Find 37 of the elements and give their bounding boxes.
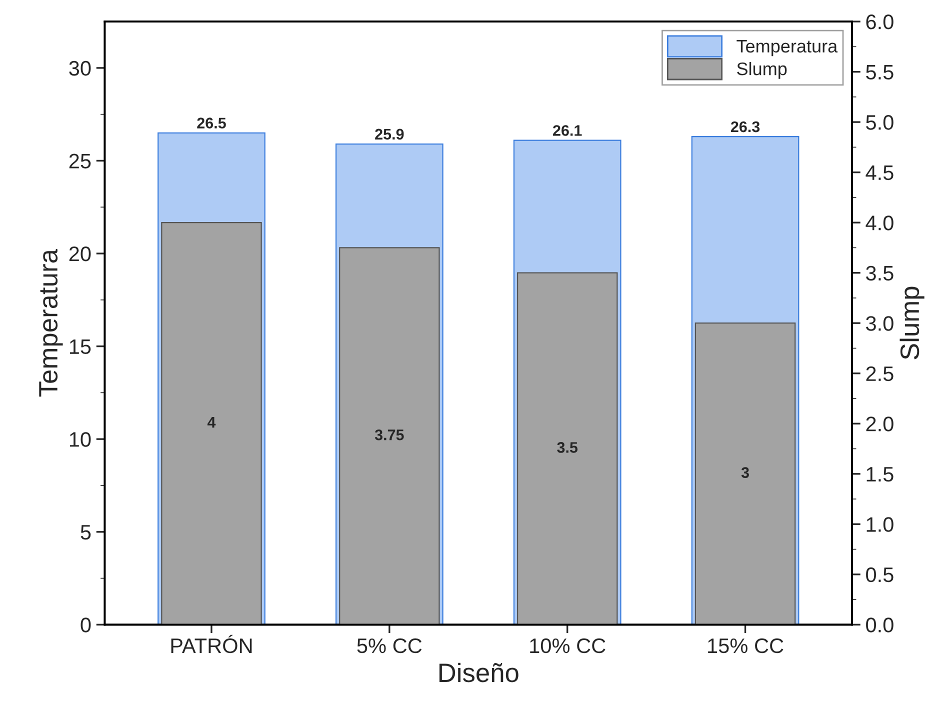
legend-label: Slump <box>737 62 787 79</box>
y-tick-label: 20 <box>69 246 91 262</box>
x-axis-title: Diseño <box>439 662 518 682</box>
y2-tick-label: 3.0 <box>866 316 894 331</box>
y2-tick-label: 1.5 <box>866 467 894 482</box>
y2-tick-label: 4.5 <box>866 166 894 180</box>
y-tick-label: 25 <box>69 154 91 168</box>
y2-axis-title: Slump <box>900 286 924 360</box>
data-label: 26.3 <box>730 121 760 132</box>
legend-label: Temperatura <box>736 40 838 56</box>
data-label: 26.5 <box>197 118 226 128</box>
data-label: 26.1 <box>553 125 582 136</box>
x-tick-label: PATRÓN <box>171 634 252 654</box>
y2-tick-label: 4.0 <box>866 216 894 230</box>
y2-tick-label: 5.5 <box>866 65 894 80</box>
y2-tick-label: 0.0 <box>866 618 894 632</box>
data-label: 4 <box>207 417 216 428</box>
y2-tick-label: 1.0 <box>866 517 894 532</box>
y-tick-label: 5 <box>80 525 91 540</box>
x-tick-label: 5% CC <box>357 638 422 654</box>
y2-tick-label: 0.5 <box>866 567 894 582</box>
data-label: 3 <box>741 467 749 478</box>
y2-tick-label: 3.5 <box>866 266 894 281</box>
x-tick-label: 10% CC <box>530 638 606 654</box>
y-tick-label: 0 <box>80 618 91 632</box>
y2-tick-label: 2.0 <box>866 416 894 432</box>
data-label: 25.9 <box>375 128 404 140</box>
y2-tick-label: 6.0 <box>866 14 894 30</box>
y-tick-label: 10 <box>70 432 91 447</box>
data-label: 3.75 <box>374 429 404 440</box>
data-label: 3.5 <box>557 442 578 453</box>
y2-tick-label: 2.5 <box>866 366 894 382</box>
y2-tick-label: 5.0 <box>866 115 894 130</box>
y-tick-label: 30 <box>69 60 91 76</box>
y-tick-label: 15 <box>70 340 91 354</box>
x-tick-label: 15% CC <box>708 638 784 654</box>
y-axis-title: Temperatura <box>39 249 63 397</box>
